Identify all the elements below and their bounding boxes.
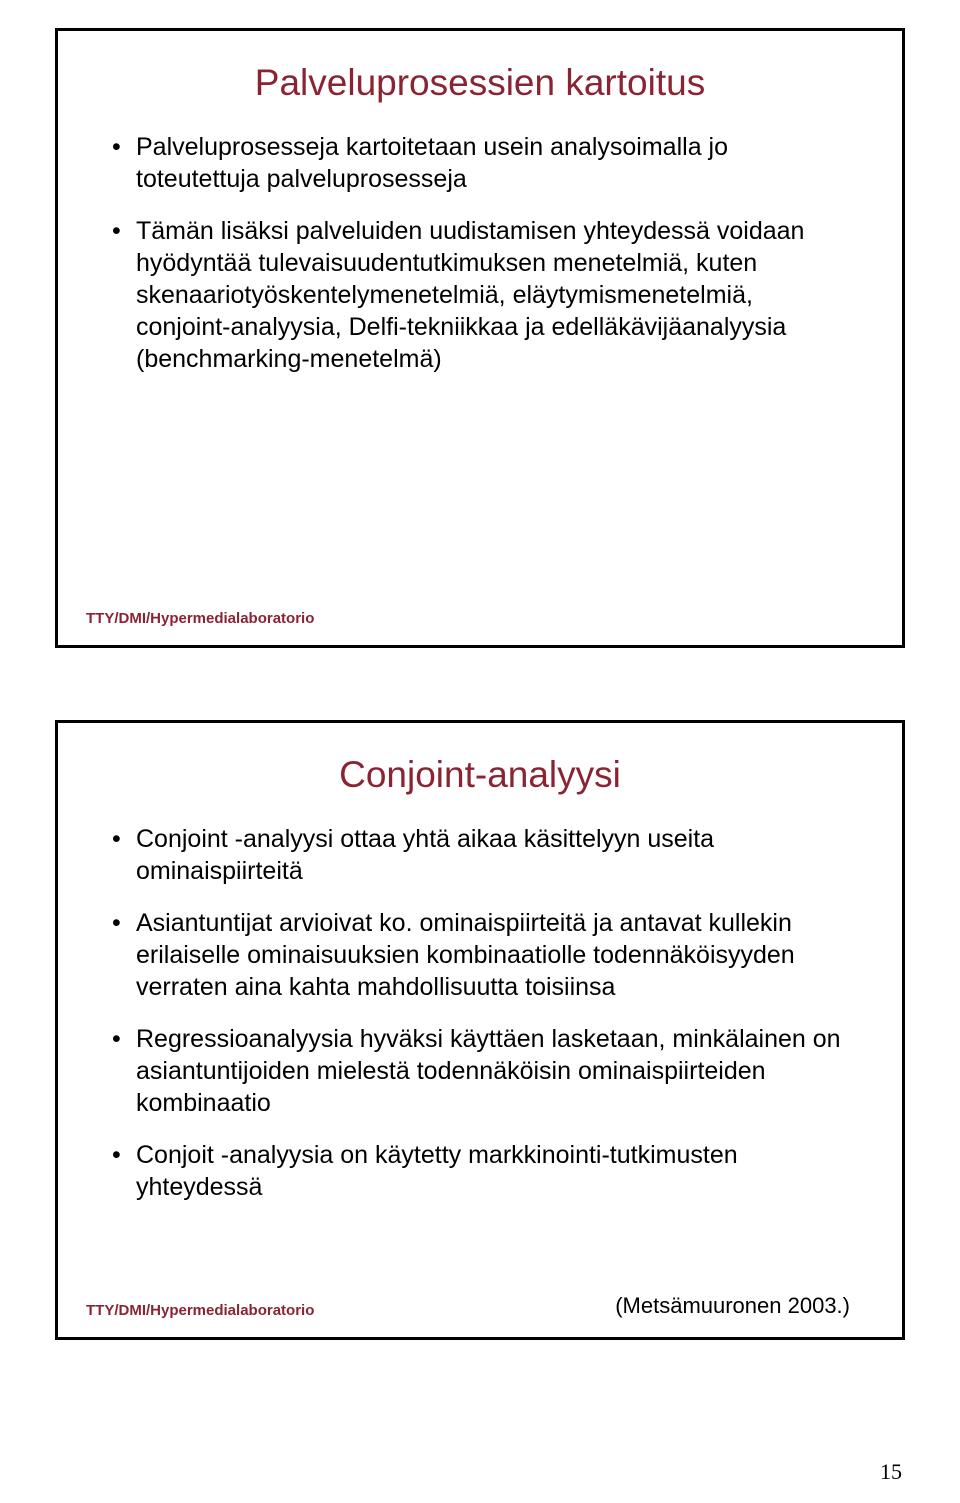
slide-2-bullet-0: Conjoint -analyysi ottaa yhtä aikaa käsi… — [108, 823, 852, 887]
slide-1: Palveluprosessien kartoitus Palveluprose… — [55, 28, 905, 648]
page-number: 15 — [880, 1459, 902, 1485]
slide-1-footer: TTY/DMI/Hypermedialaboratorio — [86, 610, 314, 627]
slide-2-title: Conjoint-analyysi — [106, 753, 854, 797]
page: Palveluprosessien kartoitus Palveluprose… — [0, 0, 960, 1503]
slide-2-bullets: Conjoint -analyysi ottaa yhtä aikaa käsi… — [106, 823, 854, 1203]
slide-2: Conjoint-analyysi Conjoint -analyysi ott… — [55, 720, 905, 1340]
slide-2-bullet-2: Regressioanalyysia hyväksi käyttäen lask… — [108, 1023, 852, 1119]
slide-2-footer: TTY/DMI/Hypermedialaboratorio — [86, 1302, 314, 1319]
slide-2-bullet-1: Asiantuntijat arvioivat ko. ominaispiirt… — [108, 907, 852, 1003]
slide-2-citation: (Metsämuuronen 2003.) — [615, 1293, 850, 1319]
slide-2-bullet-3: Conjoit -analyysia on käytetty markkinoi… — [108, 1139, 852, 1203]
slide-1-bullet-0: Palveluprosesseja kartoitetaan usein ana… — [108, 131, 852, 195]
slide-1-bullet-1: Tämän lisäksi palveluiden uudistamisen y… — [108, 215, 852, 375]
slide-1-title: Palveluprosessien kartoitus — [106, 61, 854, 105]
slide-1-bullets: Palveluprosesseja kartoitetaan usein ana… — [106, 131, 854, 375]
